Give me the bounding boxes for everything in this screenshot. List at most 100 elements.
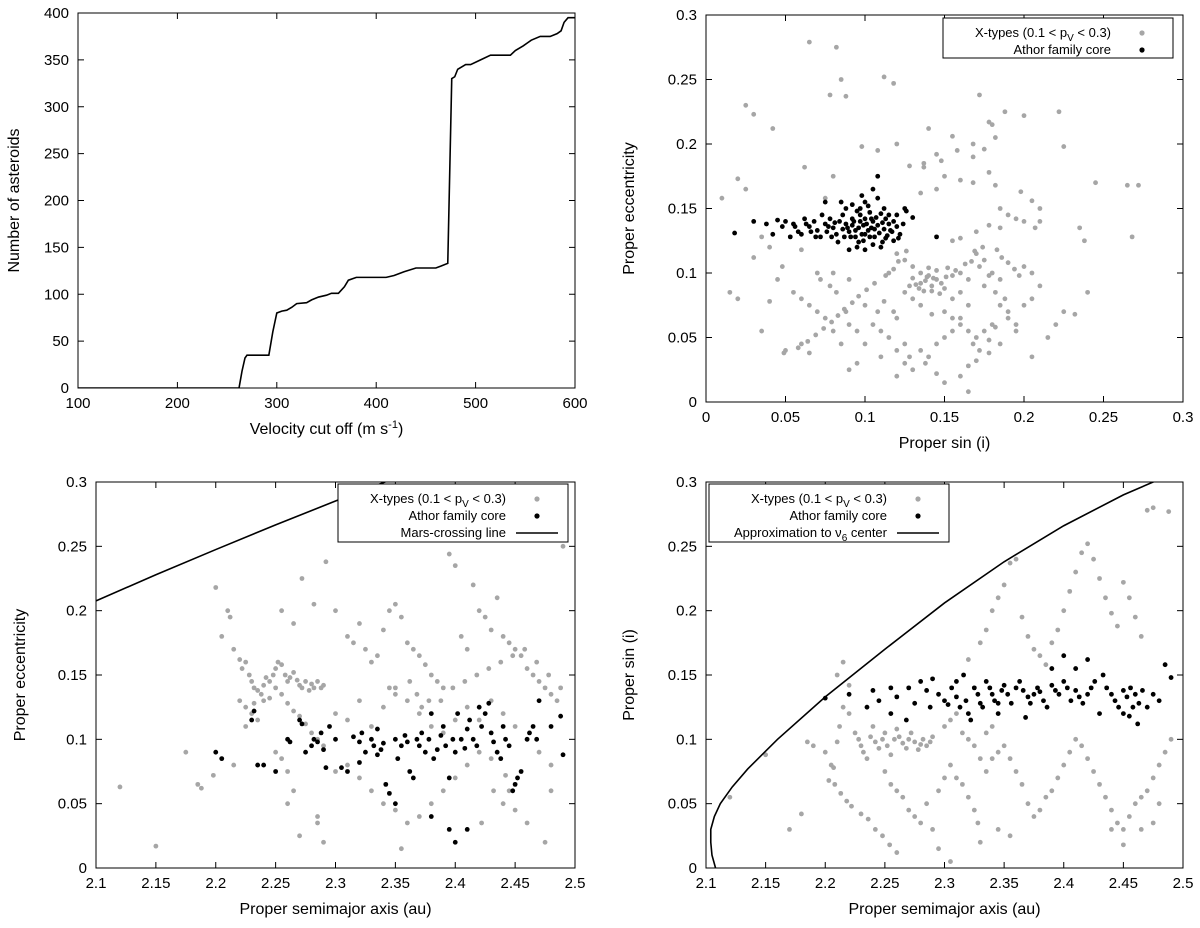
athor-core-point (303, 749, 308, 755)
series-points-0 (719, 39, 1141, 395)
x-type-point (434, 679, 440, 684)
athor-core-point (1112, 698, 1118, 704)
x-type-point (719, 195, 725, 201)
x-type-point (906, 736, 912, 742)
athor-core-point (840, 226, 846, 232)
athor-core-point (1008, 700, 1014, 706)
y-tick-label: 0 (79, 860, 87, 877)
x-type-point (934, 186, 939, 192)
athor-core-point (1076, 694, 1082, 700)
x-type-point (934, 341, 939, 347)
y-tick-label: 300 (44, 99, 69, 116)
x-type-point (375, 653, 380, 659)
plot-area (709, 482, 1174, 868)
x-type-point (924, 274, 930, 280)
x-type-point (1049, 788, 1055, 794)
x-type-point (273, 685, 279, 691)
athor-core-point (824, 229, 830, 235)
athor-core-point (255, 762, 261, 768)
athor-core-point (732, 230, 738, 236)
x-type-point (950, 328, 955, 334)
x-type-point (398, 846, 404, 852)
x-type-point (1138, 634, 1144, 639)
x-type-point (270, 672, 276, 678)
athor-core-point (872, 226, 877, 232)
athor-core-point (927, 704, 933, 710)
x-type-point (958, 177, 963, 183)
athor-core-point (464, 827, 470, 832)
x-type-point (1109, 827, 1114, 832)
legend-label-sub: V (1067, 33, 1074, 44)
athor-core-point (407, 769, 413, 774)
x-type-point (452, 775, 458, 781)
x-type-point (958, 315, 963, 321)
x-type-point (814, 309, 820, 315)
athor-core-point (992, 698, 997, 704)
x-type-point (888, 752, 894, 758)
athor-core-point (498, 756, 504, 762)
y-tick-label: 0.15 (668, 201, 697, 218)
x-type-point (822, 315, 828, 321)
x-type-point (1021, 264, 1027, 269)
x-type-point (858, 811, 864, 817)
x-axis-label: Proper sin (i) (899, 435, 991, 452)
x-type-point (849, 300, 855, 306)
y-tick-label: 0.15 (58, 667, 87, 684)
legend: X-types (0.1 < pV < 0.3)Athor family cor… (942, 17, 1174, 59)
x-type-point (243, 659, 249, 665)
x-type-point (438, 698, 444, 704)
x-type-point (921, 160, 927, 166)
athor-core-point (878, 211, 884, 217)
y-tick-label: 0.3 (66, 474, 87, 491)
x-type-point (500, 801, 506, 807)
x-type-point (995, 827, 1001, 832)
athor-core-point (297, 717, 302, 723)
x-type-point (1037, 206, 1043, 211)
x-type-point (977, 264, 982, 269)
athor-core-point (806, 224, 812, 229)
x-type-point (806, 302, 812, 308)
x-type-point (854, 328, 860, 334)
x-type-point (1162, 749, 1168, 755)
x-type-point (369, 659, 374, 665)
x-type-point (844, 798, 850, 804)
x-type-point (407, 679, 413, 684)
x-type-point (802, 164, 807, 170)
athor-core-point (848, 234, 854, 240)
x-tick-label: 2.45 (1109, 875, 1138, 892)
athor-core-point (351, 734, 356, 740)
x-type-point (357, 775, 362, 781)
athor-core-point (861, 238, 866, 244)
x-type-point (862, 302, 868, 308)
x-type-point (759, 328, 765, 334)
x-type-point (958, 289, 963, 295)
athor-core-point (865, 228, 871, 233)
x-type-point (491, 788, 496, 794)
athor-core-point (1132, 691, 1138, 697)
x-type-point (1097, 781, 1102, 787)
x-type-point (1077, 225, 1083, 231)
x-type-point (512, 807, 518, 813)
athor-core-point (1061, 653, 1067, 659)
y-tick-label: 0.05 (668, 796, 697, 813)
x-axis-label: Proper semimajor axis (au) (848, 901, 1040, 918)
athor-core-point (779, 224, 785, 229)
x-type-point (239, 666, 245, 671)
x-type-point (1103, 794, 1108, 800)
athor-core-point (1053, 688, 1058, 693)
x-type-point (251, 700, 257, 706)
x-type-point (903, 248, 909, 254)
x-type-point (826, 778, 832, 783)
athor-core-point (416, 743, 422, 749)
athor-core-point (864, 704, 870, 710)
y-tick-label: 150 (44, 239, 69, 256)
x-type-point (948, 762, 953, 768)
x-type-point (937, 291, 943, 297)
x-type-point (1085, 289, 1090, 295)
x-type-point (546, 672, 552, 678)
athor-core-point (345, 769, 350, 774)
athor-core-point (261, 762, 267, 768)
athor-core-point (1120, 711, 1126, 716)
x-type-point (404, 698, 410, 704)
x-type-point (1005, 260, 1011, 266)
